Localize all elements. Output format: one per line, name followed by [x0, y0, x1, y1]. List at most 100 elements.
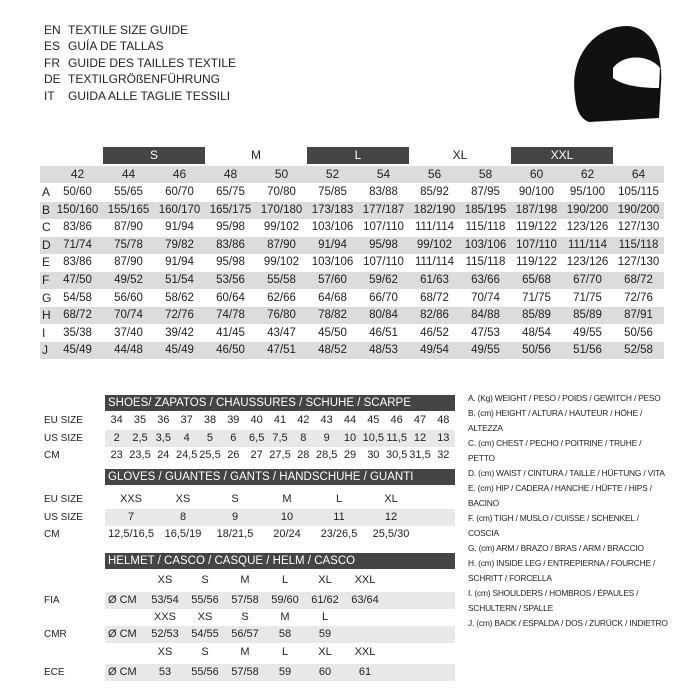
- row-band: [105, 626, 455, 643]
- cell-value: 87/90: [267, 238, 296, 251]
- cell-value: 58: [278, 628, 292, 640]
- size-number: 42: [70, 167, 85, 181]
- language-code: EN: [44, 23, 61, 37]
- cell-value: 23/26,5: [320, 528, 358, 540]
- row-band: [40, 272, 664, 289]
- cell-value: 49/54: [420, 344, 449, 357]
- cell-value: 8: [300, 431, 307, 444]
- size-group: L: [307, 147, 409, 164]
- cell-value: 127/130: [617, 221, 660, 234]
- cell-value: 46/50: [216, 344, 245, 357]
- cell-value: 72/76: [624, 291, 653, 304]
- cell-value: 61: [358, 666, 372, 678]
- cell-value: XS: [175, 493, 191, 505]
- size-number: 60: [529, 167, 544, 181]
- cell-value: 39/42: [165, 326, 194, 339]
- size-label: M: [280, 611, 290, 623]
- section-title: SHOES/ ZAPATOS / CHAUSSURES / SCHUHE / S…: [105, 395, 455, 411]
- row-label: I: [42, 325, 46, 340]
- section-title: HELMET / CASCO / CASQUE / HELM / CASCO: [105, 553, 455, 569]
- cell-value: M: [282, 493, 292, 505]
- cell-value: 30: [367, 449, 380, 461]
- language-code: FR: [44, 55, 60, 70]
- row-band: [40, 307, 664, 325]
- cell-value: S: [231, 493, 239, 505]
- cell-value: 75/78: [114, 238, 143, 251]
- legend-item: C. (cm) CHEST / PECHO / POITRINE / TRUHE…: [468, 438, 642, 463]
- cell-value: 115/118: [465, 221, 506, 234]
- cell-value: 60/70: [165, 186, 194, 198]
- size-group: M: [251, 148, 261, 162]
- cell-value: 127/130: [617, 256, 660, 269]
- size-number: 48: [223, 167, 238, 181]
- cell-value: 48: [437, 414, 450, 426]
- cell-value: 57/60: [318, 274, 347, 286]
- cell-value: 32: [437, 449, 450, 461]
- cell-value: 95/98: [369, 238, 398, 251]
- cell-value: 63/66: [471, 274, 500, 286]
- legend: A. (Kg) WEIGHT / PESO / POIDS / GEWITCH …: [468, 391, 668, 631]
- cell-value: 49/55: [573, 326, 602, 339]
- cell-value: 55/56: [191, 666, 219, 678]
- legend-item: G. (cm) ARM / BRAZO / BRAS / ARM / BRACC…: [468, 543, 644, 553]
- cell-value: 60/64: [216, 291, 245, 304]
- cell-value: 2: [113, 431, 120, 444]
- cell-value: 83/86: [63, 221, 92, 234]
- cell-value: XXS: [119, 493, 142, 505]
- cell-value: 54/58: [63, 291, 92, 304]
- cell-value: 6: [230, 431, 237, 444]
- cell-value: 38: [203, 414, 217, 426]
- cell-value: L: [335, 493, 343, 505]
- cell-value: 27: [250, 449, 263, 461]
- cell-value: 79/82: [165, 238, 194, 251]
- cell-value: 35: [133, 414, 147, 426]
- cell-value: 103/106: [464, 238, 507, 251]
- cell-value: 67/70: [573, 274, 602, 286]
- size-number: 56: [427, 167, 442, 181]
- size-number: 50: [274, 167, 289, 181]
- legend-item: B. (cm) HEIGHT / ALTURA / HAUTEUR / HÖHE…: [468, 408, 643, 433]
- cell-value: 185/195: [464, 203, 507, 216]
- legend-item: F. (cm) TIGH / MUSLO / CUISSE / SCHENKEL…: [468, 513, 639, 538]
- cell-value: 57/58: [231, 594, 259, 606]
- cell-value: 29: [343, 449, 357, 461]
- cell-value: 111/114: [414, 221, 454, 234]
- cell-value: 9: [323, 431, 330, 444]
- row-band: [105, 509, 455, 526]
- language-title: GUÍA DE TALLAS: [68, 39, 164, 54]
- row-label: E: [42, 255, 51, 270]
- cell-value: 57/58: [231, 666, 259, 678]
- cell-value: 35/38: [63, 326, 92, 339]
- cell-value: 119/122: [516, 221, 557, 234]
- size-label: S: [201, 646, 209, 658]
- cell-value: 48/52: [318, 344, 347, 357]
- row-label: EU SIZE: [44, 415, 83, 426]
- cell-value: 40: [250, 414, 263, 426]
- cell-value: 16,5/19: [164, 528, 202, 540]
- cell-value: 12: [384, 511, 398, 523]
- legend-item: J. (cm) BACK / ESPALDA / DOS / ZURÜCK / …: [468, 618, 668, 628]
- size-label: XXL: [354, 574, 376, 586]
- cell-value: 49/55: [471, 344, 500, 357]
- cell-value: 56/60: [114, 291, 143, 304]
- cell-value: 83/86: [63, 256, 92, 269]
- cell-value: 53: [158, 666, 172, 678]
- cell-value: 44: [343, 414, 357, 426]
- size-number: 62: [580, 167, 595, 181]
- cell-value: 123/126: [566, 256, 609, 269]
- row-label: CM: [44, 529, 60, 540]
- cell-value: 107/110: [363, 221, 404, 234]
- cell-value: 7,5: [272, 431, 288, 444]
- cell-value: 61/62: [311, 594, 339, 606]
- row-label: H: [42, 308, 51, 323]
- row-band: [40, 342, 664, 360]
- cell-value: 103/106: [311, 221, 354, 234]
- row-label: US SIZE: [44, 432, 83, 444]
- size-label: XXS: [153, 611, 176, 623]
- cell-value: 68/72: [63, 309, 92, 322]
- cell-value: 27,5: [269, 449, 291, 461]
- cell-value: 85/89: [522, 309, 551, 322]
- cell-value: 37: [180, 414, 193, 426]
- cell-value: 2,5: [132, 431, 148, 444]
- cell-value: 80/84: [369, 309, 398, 322]
